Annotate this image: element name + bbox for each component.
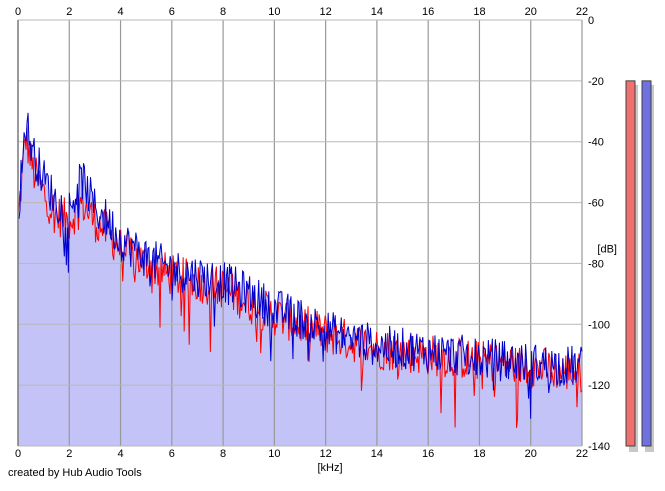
x-tick-label-bottom: 18: [473, 448, 485, 460]
x-tick-label-top: 12: [320, 6, 332, 18]
x-axis-unit-label: [kHz]: [317, 462, 342, 474]
credit-text: created by Hub Audio Tools: [8, 467, 142, 479]
level-meters: [625, 80, 654, 452]
x-tick-label-bottom: 12: [320, 448, 332, 460]
x-tick-label-bottom: 6: [169, 448, 175, 460]
level-meter-right: [641, 80, 652, 447]
x-tick-label-top: 10: [268, 6, 280, 18]
series-line-right: [17, 112, 583, 419]
spectrum-series: [17, 112, 583, 428]
x-tick-label-top: 22: [576, 6, 588, 18]
x-tick-label-top: 14: [371, 6, 383, 18]
y-tick-label: 0: [588, 15, 594, 27]
x-tick-label-top: 0: [15, 6, 21, 18]
x-tick-label-top: 20: [525, 6, 537, 18]
spectrum-fill-area: [18, 112, 582, 447]
x-tick-label-bottom: 10: [268, 448, 280, 460]
y-tick-labels: 0 -20 -40 -60 -80 -100 -120 -140: [588, 15, 610, 453]
x-tick-label-bottom: 14: [371, 448, 383, 460]
y-tick-label: -40: [588, 137, 604, 149]
x-tick-label-bottom: 2: [66, 448, 72, 460]
y-tick-label: -120: [588, 380, 610, 392]
x-tick-label-top: 18: [473, 6, 485, 18]
x-tick-label-bottom: 16: [422, 448, 434, 460]
x-tick-label-top: 4: [117, 6, 123, 18]
x-tick-label-bottom: 0: [15, 448, 21, 460]
y-tick-label: -80: [588, 258, 604, 270]
y-tick-label: -140: [588, 441, 610, 453]
y-tick-label: -60: [588, 198, 604, 210]
y-axis-unit-label: [dB]: [597, 243, 617, 255]
x-tick-label-bottom: 4: [117, 448, 123, 460]
x-tick-label-top: 8: [220, 6, 226, 18]
x-tick-label-top: 2: [66, 6, 72, 18]
level-meter-left: [625, 80, 636, 447]
x-tick-label-bottom: 8: [220, 448, 226, 460]
x-tick-label-bottom: 20: [525, 448, 537, 460]
x-tick-label-top: 6: [169, 6, 175, 18]
x-tick-label-bottom: 22: [576, 448, 588, 460]
y-tick-label: -20: [588, 76, 604, 88]
spectrum-fill: [18, 112, 582, 447]
y-tick-label: -100: [588, 319, 610, 331]
x-tick-label-top: 16: [422, 6, 434, 18]
